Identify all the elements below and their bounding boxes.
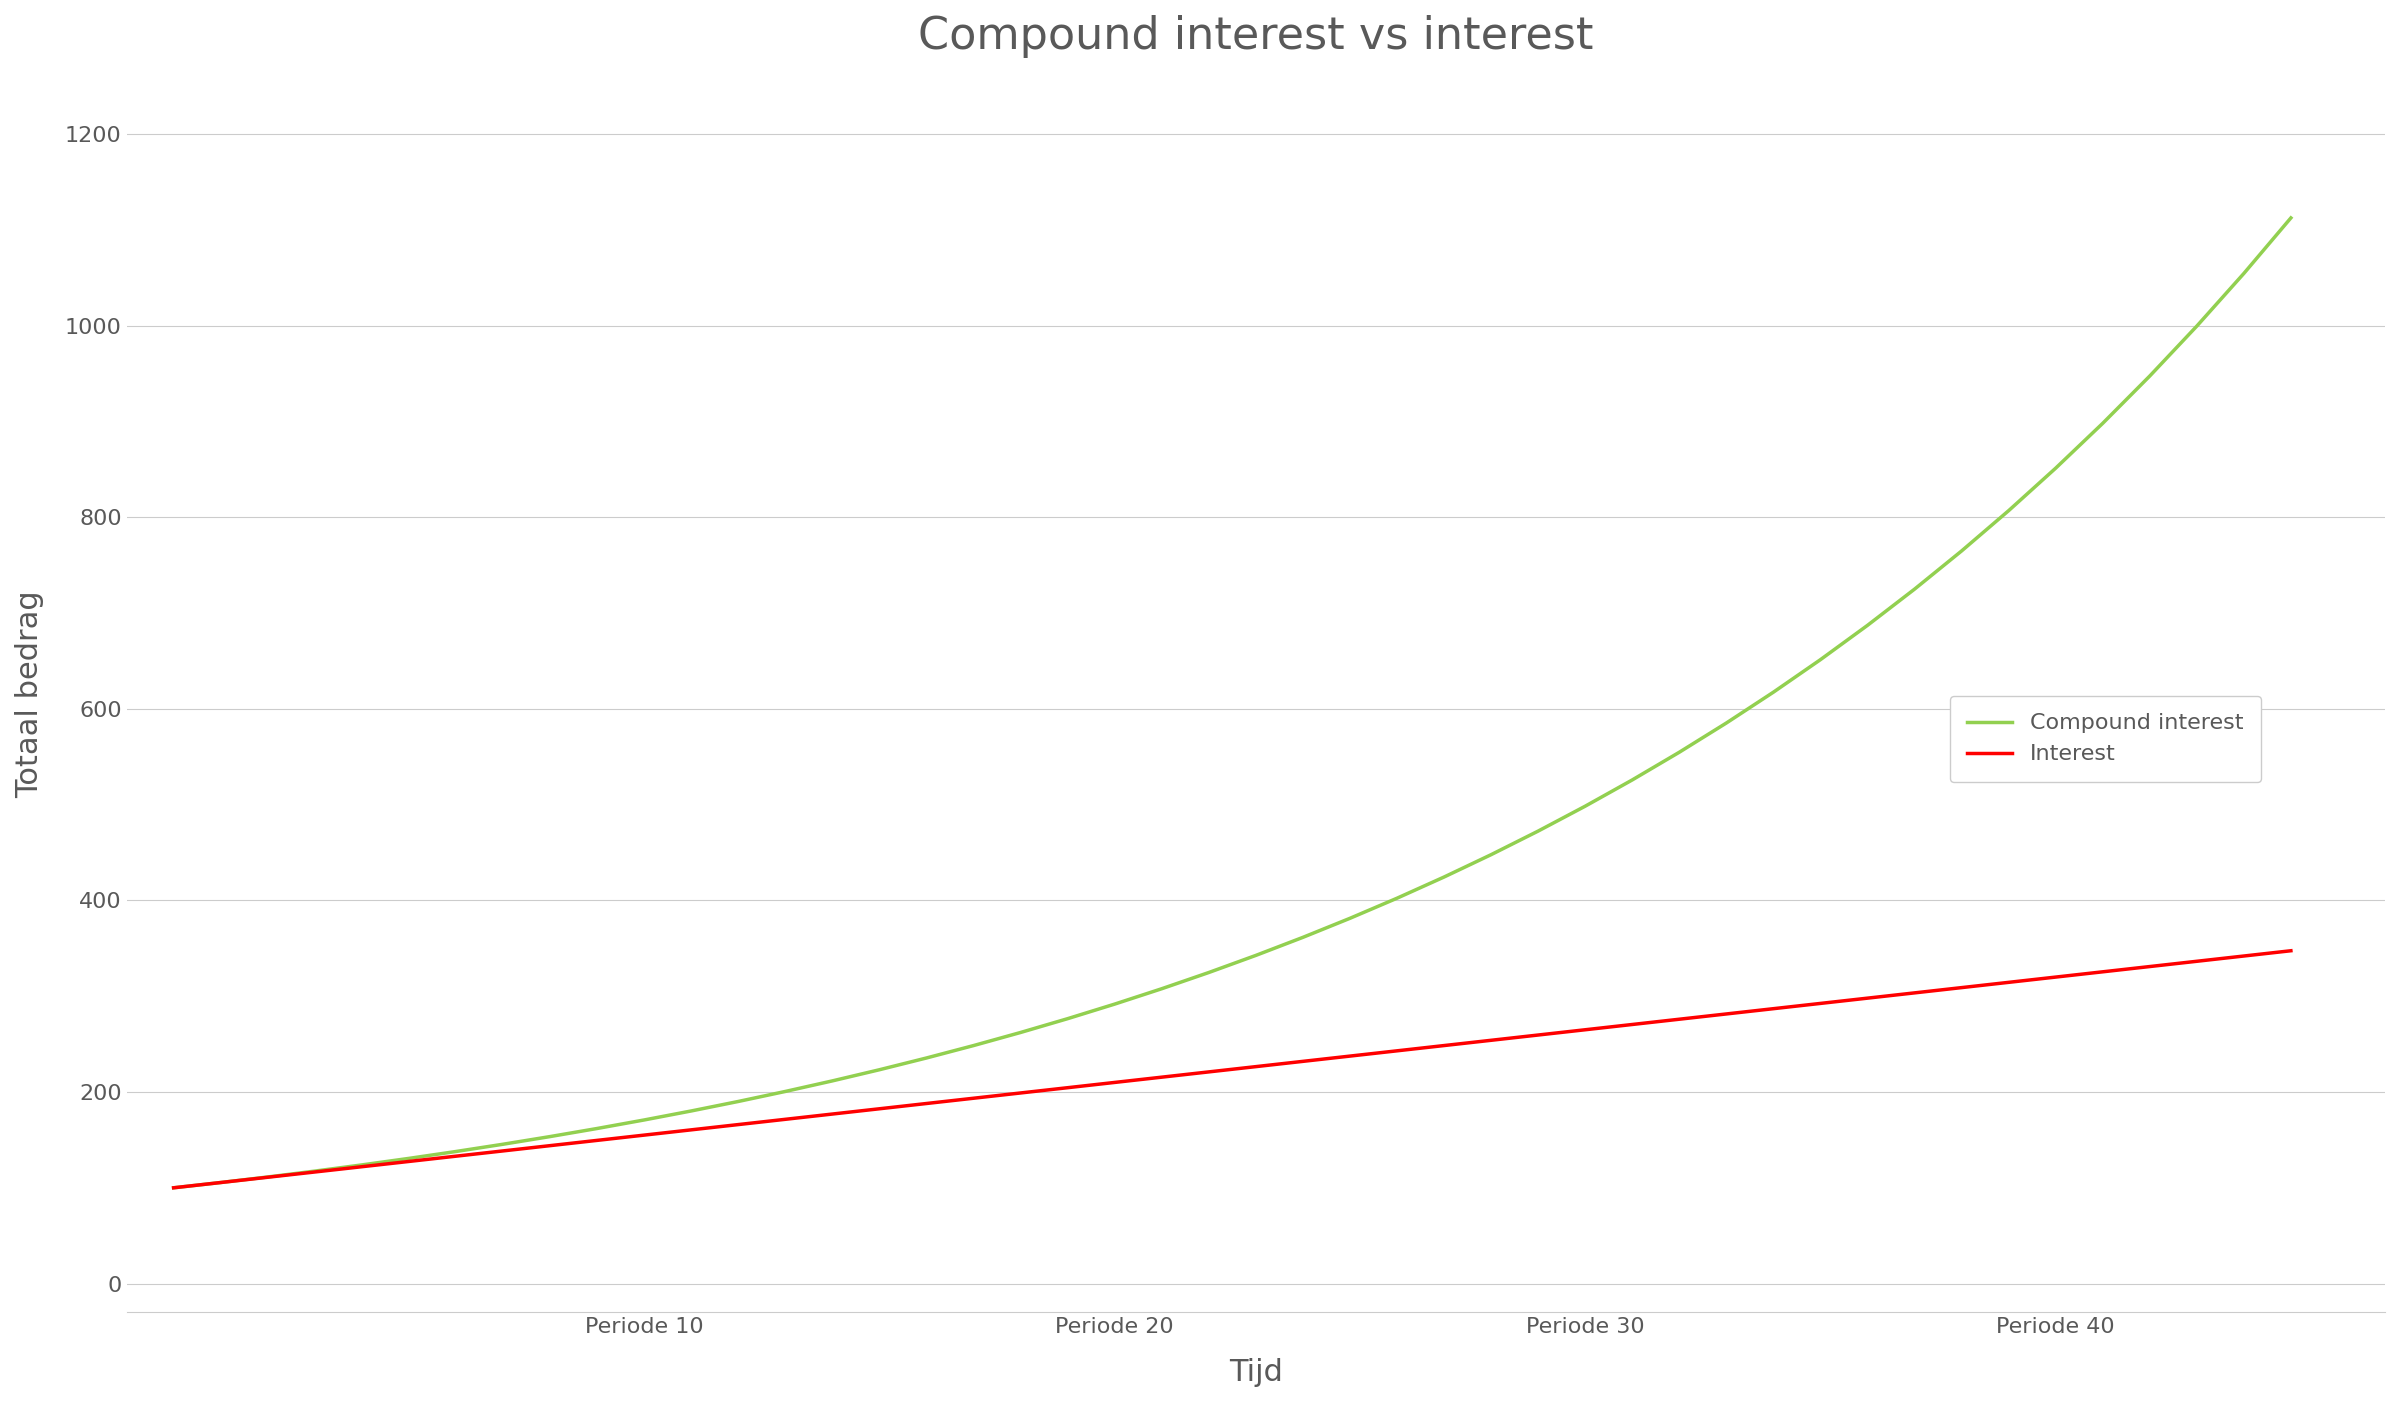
Compound interest xyxy=(677,1102,706,1119)
Interest xyxy=(2182,953,2210,970)
Interest xyxy=(1289,1053,1318,1070)
Compound interest xyxy=(1006,1023,1034,1040)
Compound interest xyxy=(1618,771,1646,788)
Interest xyxy=(770,1110,799,1127)
Legend: Compound interest, Interest: Compound interest, Interest xyxy=(1949,695,2261,782)
Interest xyxy=(1524,1026,1553,1043)
Compound interest xyxy=(2182,318,2210,335)
Interest xyxy=(725,1116,754,1133)
Interest xyxy=(1853,990,1882,1007)
Interest xyxy=(677,1122,706,1138)
Compound interest xyxy=(1711,715,1740,732)
Compound interest xyxy=(300,1162,329,1179)
Interest xyxy=(864,1101,893,1117)
Compound interest xyxy=(1994,502,2023,519)
Compound interest xyxy=(2278,209,2306,226)
Compound interest xyxy=(583,1120,612,1137)
Interest xyxy=(1476,1032,1505,1049)
Compound interest xyxy=(158,1179,187,1196)
Compound interest xyxy=(1901,580,1930,597)
Interest xyxy=(394,1152,422,1169)
Compound interest xyxy=(1759,684,1788,701)
Interest xyxy=(2230,948,2258,965)
Interest xyxy=(1334,1047,1363,1064)
Compound interest xyxy=(725,1094,754,1110)
Interest xyxy=(2278,942,2306,959)
Interest xyxy=(1618,1016,1646,1033)
Compound interest xyxy=(1666,744,1694,761)
Interest xyxy=(2088,963,2117,980)
X-axis label: Tijd: Tijd xyxy=(1229,1359,1282,1387)
Interest xyxy=(629,1127,658,1144)
Compound interest xyxy=(1334,910,1363,927)
Interest xyxy=(912,1095,941,1112)
Compound interest xyxy=(912,1050,941,1067)
Interest xyxy=(490,1143,518,1159)
Interest xyxy=(1994,974,2023,991)
Compound interest xyxy=(629,1112,658,1129)
Interest xyxy=(1666,1011,1694,1028)
Compound interest xyxy=(1099,995,1128,1012)
Compound interest xyxy=(254,1168,283,1185)
Interest xyxy=(1946,979,1975,995)
Interest xyxy=(1901,984,1930,1001)
Interest xyxy=(1805,995,1834,1012)
Compound interest xyxy=(1147,980,1176,997)
Compound interest xyxy=(1805,652,1834,669)
Interest xyxy=(1054,1080,1082,1096)
Interest xyxy=(1570,1021,1598,1037)
Compound interest xyxy=(394,1150,422,1166)
Compound interest xyxy=(1853,617,1882,634)
Interest xyxy=(206,1173,235,1190)
Compound interest xyxy=(2042,460,2071,477)
Compound interest xyxy=(1524,823,1553,840)
Compound interest xyxy=(960,1037,989,1054)
Y-axis label: Totaal bedrag: Totaal bedrag xyxy=(14,590,43,798)
Interest xyxy=(442,1148,470,1165)
Interest xyxy=(535,1137,564,1154)
Compound interest xyxy=(490,1136,518,1152)
Interest xyxy=(1099,1074,1128,1091)
Interest xyxy=(1759,1000,1788,1016)
Interest xyxy=(300,1164,329,1180)
Interest xyxy=(2042,969,2071,986)
Compound interest xyxy=(1430,869,1459,886)
Interest xyxy=(583,1131,612,1148)
Compound interest xyxy=(1241,946,1270,963)
Interest xyxy=(818,1106,847,1123)
Interest xyxy=(1382,1043,1411,1060)
Compound interest xyxy=(1382,890,1411,907)
Compound interest xyxy=(442,1143,470,1159)
Compound interest xyxy=(1054,1011,1082,1028)
Interest xyxy=(1006,1085,1034,1102)
Compound interest xyxy=(818,1073,847,1089)
Compound interest xyxy=(2088,415,2117,432)
Compound interest xyxy=(348,1157,377,1173)
Interest xyxy=(348,1158,377,1175)
Interest xyxy=(1241,1059,1270,1075)
Compound interest xyxy=(1195,965,1224,981)
Line: Interest: Interest xyxy=(173,951,2292,1187)
Compound interest xyxy=(1946,543,1975,559)
Compound interest xyxy=(1289,930,1318,946)
Compound interest xyxy=(1570,798,1598,815)
Interest xyxy=(254,1169,283,1186)
Compound interest xyxy=(2230,265,2258,282)
Compound interest xyxy=(864,1061,893,1078)
Compound interest xyxy=(206,1173,235,1190)
Interest xyxy=(1430,1037,1459,1054)
Compound interest xyxy=(770,1084,799,1101)
Interest xyxy=(2136,958,2165,974)
Compound interest xyxy=(1476,847,1505,864)
Interest xyxy=(158,1179,187,1196)
Interest xyxy=(1711,1005,1740,1022)
Line: Compound interest: Compound interest xyxy=(173,217,2292,1187)
Title: Compound interest vs interest: Compound interest vs interest xyxy=(919,15,1594,57)
Interest xyxy=(1195,1064,1224,1081)
Interest xyxy=(1147,1068,1176,1085)
Compound interest xyxy=(535,1129,564,1145)
Compound interest xyxy=(2136,367,2165,384)
Interest xyxy=(960,1089,989,1106)
